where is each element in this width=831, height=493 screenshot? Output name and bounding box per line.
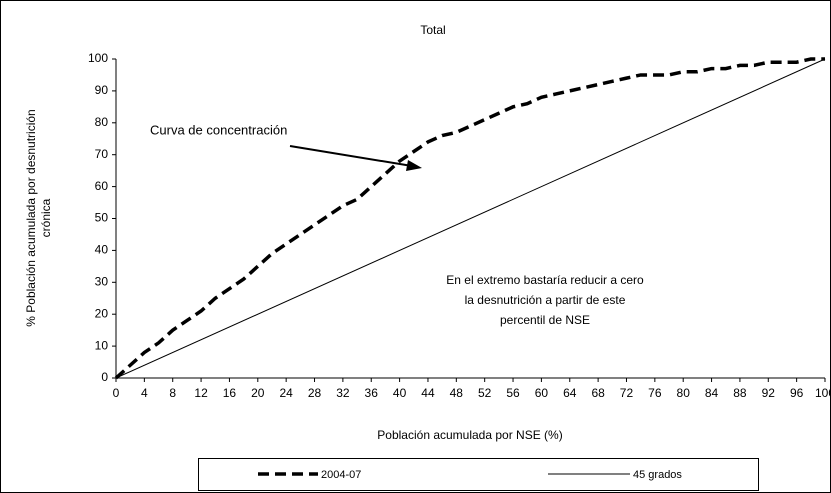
x-tick-label: 44 — [421, 386, 435, 400]
y-tick-label: 60 — [95, 179, 109, 193]
x-tick-label: 60 — [535, 386, 549, 400]
annotation: la desnutrición a partir de este — [465, 293, 626, 307]
legend-label: 2004-07 — [321, 469, 361, 481]
x-tick-label: 48 — [450, 386, 464, 400]
y-tick-label: 20 — [95, 306, 109, 320]
x-tick-label: 24 — [279, 386, 293, 400]
x-tick-label: 64 — [563, 386, 577, 400]
data-line — [115, 58, 826, 379]
x-tick-label: 12 — [194, 386, 208, 400]
data-line — [114, 57, 825, 380]
y-tick-label: 30 — [95, 274, 109, 288]
y-tick-label: 10 — [95, 338, 109, 352]
arrow-head — [406, 160, 422, 171]
x-tick-label: 36 — [365, 386, 379, 400]
y-tick-label: 70 — [95, 147, 109, 161]
x-tick-label: 0 — [113, 386, 120, 400]
x-tick-label: 72 — [620, 386, 634, 400]
y-tick-label: 0 — [101, 370, 108, 384]
arrow — [289, 145, 413, 167]
y-axis-label: % Población acumulada por desnutrición — [24, 109, 38, 326]
y-tick-label: 80 — [95, 115, 109, 129]
x-tick-label: 20 — [251, 386, 265, 400]
y-tick-label: 100 — [88, 51, 108, 65]
x-tick-label: 32 — [336, 386, 350, 400]
x-tick-label: 88 — [733, 386, 747, 400]
x-tick-label: 8 — [169, 386, 176, 400]
y-tick-label: 90 — [95, 83, 109, 97]
x-tick-label: 84 — [705, 386, 719, 400]
x-axis-label: Población acumulada por NSE (%) — [377, 428, 562, 442]
x-tick-label: 52 — [478, 386, 492, 400]
x-tick-label: 80 — [677, 386, 691, 400]
x-tick-label: 28 — [308, 386, 322, 400]
x-tick-label: 56 — [506, 386, 520, 400]
annotation: Curva de concentración — [150, 122, 287, 137]
legend-label: 45 grados — [633, 469, 682, 481]
annotation: En el extremo bastaría reducir a cero — [446, 273, 644, 287]
x-tick-label: 40 — [393, 386, 407, 400]
x-tick-label: 68 — [591, 386, 605, 400]
legend-box — [198, 458, 759, 491]
y-tick-label: 40 — [95, 243, 109, 257]
x-tick-label: 76 — [648, 386, 662, 400]
x-tick-label: 4 — [141, 386, 148, 400]
x-tick-label: 96 — [790, 386, 804, 400]
x-tick-label: 100 — [815, 386, 831, 400]
y-axis-label: crónica — [39, 198, 53, 237]
y-tick-label: 50 — [95, 211, 109, 225]
x-tick-label: 92 — [762, 386, 776, 400]
x-tick-label: 16 — [223, 386, 237, 400]
annotation: percentil de NSE — [500, 313, 590, 327]
chart-title: Total — [420, 23, 445, 37]
